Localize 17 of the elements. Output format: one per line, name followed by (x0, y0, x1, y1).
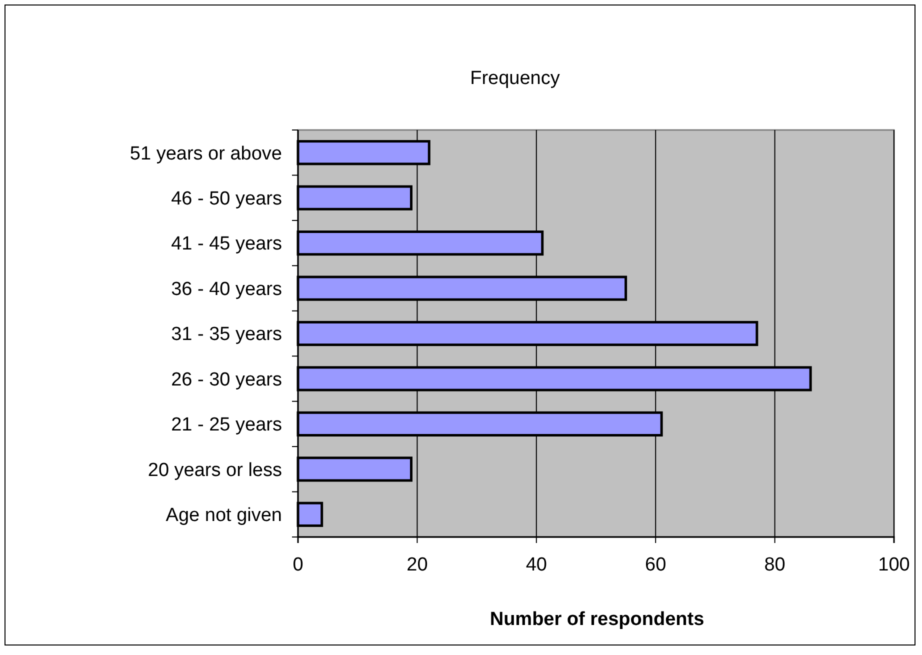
y-tick-label: 21 - 25 years (171, 414, 282, 436)
y-tick-label: 41 - 45 years (171, 234, 282, 255)
y-tick-label: 46 - 50 years (171, 188, 282, 210)
x-tick-label: 20 (406, 554, 428, 576)
y-tick-label: 26 - 30 years (171, 369, 282, 390)
x-tick-label: 80 (764, 554, 786, 576)
x-tick-label: 0 (292, 554, 304, 576)
y-tick-label: 20 years or less (148, 460, 282, 481)
x-tick-label: 60 (645, 554, 666, 576)
x-tick-label: 40 (526, 554, 547, 576)
chart-title: Frequency (470, 68, 560, 89)
y-tick-label: 51 years or above (130, 143, 282, 164)
y-tick-label: Age not given (166, 505, 282, 526)
x-axis-title: Number of respondents (490, 609, 704, 630)
x-tick-label: 100 (878, 554, 910, 576)
y-tick-label: 36 - 40 years (171, 278, 282, 300)
y-tick-label: 31 - 35 years (171, 324, 282, 346)
